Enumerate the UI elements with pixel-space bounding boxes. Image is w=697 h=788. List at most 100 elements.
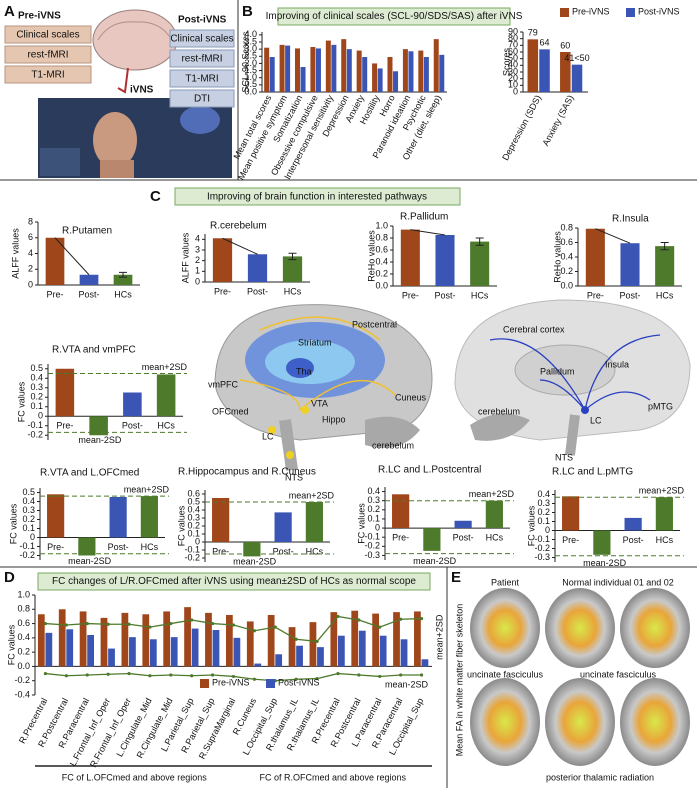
brain-label: LC <box>262 431 274 441</box>
bar <box>100 617 108 667</box>
bar <box>212 238 233 282</box>
x-tick-label: HCs <box>114 289 132 299</box>
panel-label: B <box>242 3 253 20</box>
line-point <box>106 672 110 676</box>
bar <box>123 392 142 417</box>
y-tick-label: 50 <box>508 53 518 63</box>
y-tick-label: 0.2 <box>537 507 550 517</box>
y-tick-label: 0.4 <box>17 632 30 642</box>
y-tick-label: 70 <box>508 40 518 50</box>
x-tick-label: HCs <box>141 542 159 552</box>
chart-title: Improving of clinical scales (SCL-90/SDS… <box>266 11 523 22</box>
y-axis-label: FC values <box>6 624 16 665</box>
y-tick-label: 0.2 <box>30 392 43 402</box>
y-axis-label: FC values <box>16 381 26 422</box>
y-tick-label: 0.4 <box>560 251 573 261</box>
brain-label: NTS <box>285 472 303 482</box>
bar <box>233 637 241 667</box>
bar <box>184 607 191 667</box>
bar <box>274 512 292 542</box>
y-tick-label: 0.6 <box>560 237 573 247</box>
bar <box>400 639 408 667</box>
pre-item: T1-MRI <box>31 70 64 81</box>
line-point <box>106 622 110 626</box>
bar <box>129 637 136 667</box>
y-tick-label: 0.4 <box>187 504 200 514</box>
legend-label: Post-iVNS <box>638 6 680 16</box>
y-tick-label: 0.2 <box>367 504 380 514</box>
x-tick-label: Pre- <box>46 289 63 299</box>
y-tick-label: -0.1 <box>27 420 43 430</box>
y-tick-label: 0.1 <box>367 513 380 523</box>
y-tick-label: 0.8 <box>375 232 388 242</box>
bar <box>418 50 424 92</box>
line-point <box>315 676 319 681</box>
y-tick-label: 1.5 <box>244 65 257 75</box>
x-tick-label: Pre- <box>587 290 604 300</box>
title-box <box>174 187 461 206</box>
y-tick-label: 0.0 <box>17 661 30 671</box>
x-tick-label: HCs <box>486 532 504 542</box>
y-tick-label: 20 <box>508 73 518 83</box>
y-tick-label: 0.3 <box>367 495 380 505</box>
line-point <box>64 623 68 627</box>
y-axis-label: SCL-90 Scores <box>240 31 250 93</box>
bar <box>109 497 127 538</box>
bar <box>331 44 337 92</box>
x-tick-label: HCs <box>157 421 175 431</box>
y-tick-label: 3 <box>195 244 200 254</box>
bar <box>620 243 640 286</box>
line-point <box>378 674 382 679</box>
bar <box>254 663 262 667</box>
bar <box>58 609 66 667</box>
brain-label: Striatum <box>298 337 332 347</box>
column-label: Normal individual 01 and 02 <box>562 577 674 587</box>
y-tick-label: 0 <box>195 276 200 286</box>
bar <box>282 256 303 282</box>
group-label: FC of R.OFCmed and above regions <box>259 772 406 782</box>
brain-diagrams <box>214 299 691 471</box>
y-tick-label: 1.0 <box>17 589 30 599</box>
bar <box>372 63 378 92</box>
x-tick-label: Post- <box>108 542 129 552</box>
axis-label: Mean FA in white matter fiber skeleton <box>454 604 464 757</box>
brain-label: cerebelum <box>372 440 414 450</box>
line-point <box>357 673 361 677</box>
x-tick-label: Pre- <box>562 535 579 545</box>
x-tick-label: HCs <box>306 546 324 556</box>
bar <box>392 494 410 529</box>
y-tick-label: -0.3 <box>364 550 380 560</box>
y-tick-label: 0.6 <box>375 244 388 254</box>
y-tick-label: 0.4 <box>375 256 388 266</box>
bar <box>149 639 157 667</box>
y-tick-label: 0 <box>28 279 33 289</box>
bar <box>79 611 87 667</box>
y-tick-label: 3.5 <box>244 36 257 46</box>
brain-label: VTA <box>311 398 328 408</box>
bar <box>37 614 45 667</box>
bar <box>212 630 220 667</box>
brain-label: Cuneus <box>395 392 427 402</box>
line-point <box>399 673 403 677</box>
reference-label: mean+2SD <box>124 484 170 494</box>
bar <box>296 645 303 667</box>
reference-label: mean+2SD <box>142 362 188 372</box>
chart-title: R.Putamen <box>62 226 112 237</box>
y-tick-label: 0.2 <box>17 647 30 657</box>
x-tick-label: Depression (SDS) <box>500 93 543 162</box>
y-tick-label: 0.3 <box>187 512 200 522</box>
y-tick-label: 1.0 <box>244 72 257 82</box>
line-point <box>231 623 236 627</box>
bar <box>225 615 233 667</box>
line-label: mean-2SD <box>385 679 429 689</box>
pre-item: rest-fMRI <box>27 50 68 61</box>
line-point <box>211 673 215 677</box>
y-tick-label: 0.3 <box>22 505 35 515</box>
y-axis-label: FC values <box>356 503 366 544</box>
line-point <box>169 621 173 626</box>
bar <box>655 497 673 531</box>
post-item: T1-MRI <box>185 74 218 85</box>
bar <box>89 416 108 436</box>
y-axis-label: ReHo values <box>552 231 562 283</box>
